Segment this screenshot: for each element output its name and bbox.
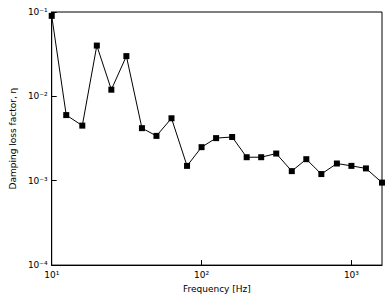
svg-text:Damping loss factor, η: Damping loss factor, η xyxy=(8,88,18,190)
svg-text:10⁻³: 10⁻³ xyxy=(28,176,48,186)
svg-text:10⁻¹: 10⁻¹ xyxy=(28,7,48,17)
svg-text:10⁻²: 10⁻² xyxy=(28,91,48,101)
svg-text:10³: 10³ xyxy=(344,270,359,280)
svg-text:10¹: 10¹ xyxy=(44,270,59,280)
svg-text:10⁻⁴: 10⁻⁴ xyxy=(28,260,48,270)
svg-text:10²: 10² xyxy=(194,270,209,280)
svg-text:Frequency [Hz]: Frequency [Hz] xyxy=(183,284,251,294)
